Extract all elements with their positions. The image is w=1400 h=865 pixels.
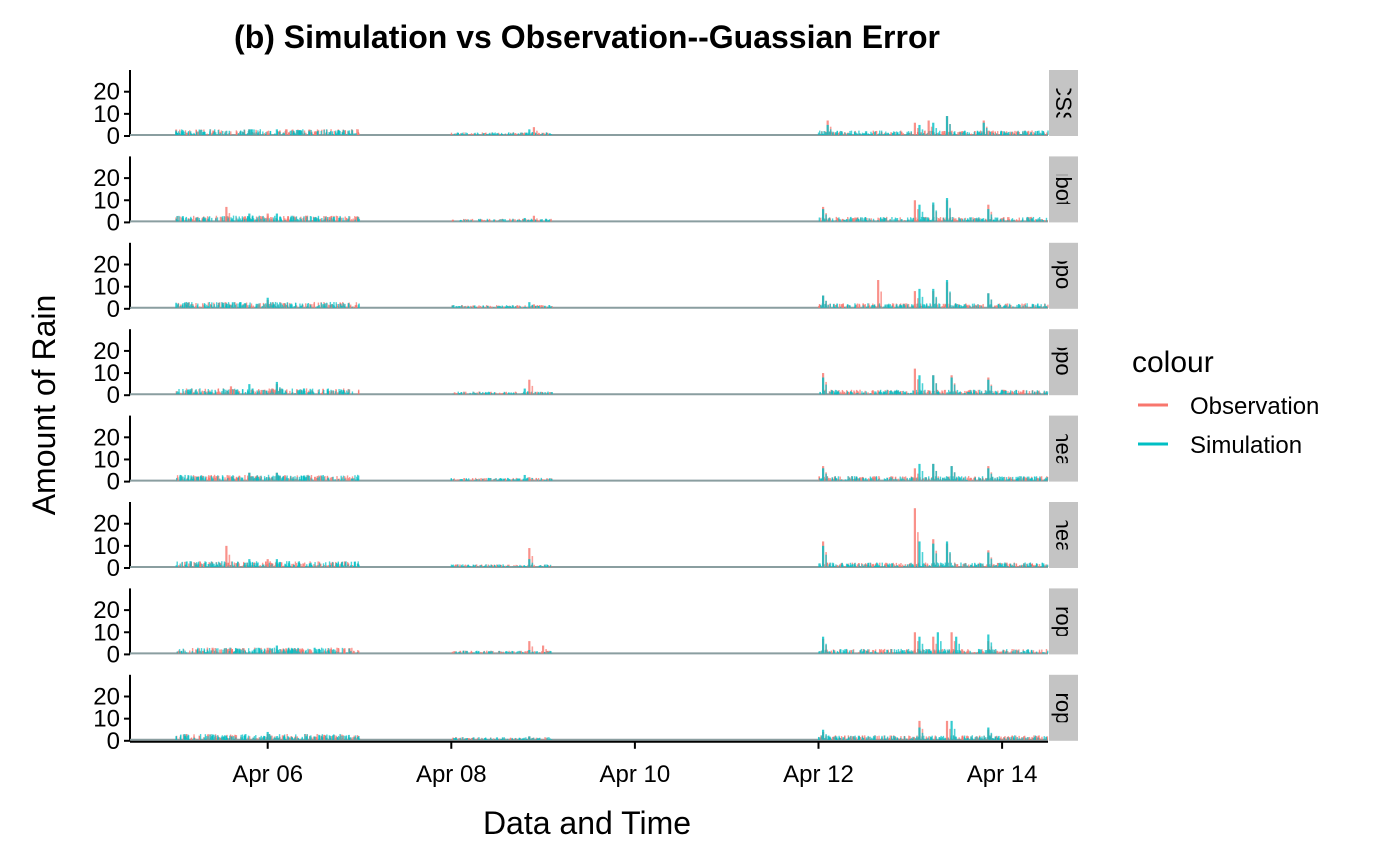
x-tick-label: Apr 12 [783,761,854,788]
x-tick-label: Apr 06 [232,761,303,788]
facet-strip [1049,502,1078,568]
y-tick-label: 10 [93,619,120,646]
y-tick-label: 0 [107,469,120,496]
x-tick-label: Apr 08 [416,761,487,788]
simulation-drizzle [175,474,1048,481]
facet-strip [1049,415,1078,482]
simulation-drizzle [175,561,1049,567]
facet-strip [1049,329,1078,396]
y-tick-label: 0 [107,641,120,668]
facet-strip [1049,588,1078,655]
y-tick-label: 20 [93,597,120,624]
y-tick-label: 20 [93,424,120,451]
y-tick-label: 10 [93,274,120,301]
facet-strip [1049,70,1078,136]
y-tick-label: 0 [107,728,120,755]
y-tick-label: 10 [93,706,120,733]
facet-strip-label: opoli [1051,339,1076,385]
facet-strip-label: CSS [1051,80,1076,125]
y-tick-label: 0 [107,555,120,582]
x-axis-title: Data and Time [483,805,691,841]
y-tick-label: 20 [93,511,120,538]
y-tick-label: 0 [107,382,120,409]
x-tick-label: Apr 14 [967,761,1038,788]
y-tick-label: 10 [93,360,120,387]
facet-strip-label: theat [1051,424,1076,473]
y-tick-label: 0 [107,209,120,236]
x-axis: Apr 06 Apr 08 Apr 10 Apr 12 Apr 14 [130,740,1048,788]
facet-strip [1049,674,1078,741]
facet-strip [1049,156,1078,223]
y-tick-label: 20 [93,252,120,279]
facet-strip-label: nropc [1051,680,1076,735]
facet-strip-label: theat [1051,511,1076,560]
simulation-drizzle [175,215,1048,222]
y-tick-label: 0 [107,123,120,150]
legend-label: Observation [1190,393,1319,420]
y-axis-title: Amount of Rain [26,295,62,516]
y-tick-label: 20 [93,165,120,192]
legend-title: colour [1132,346,1214,379]
y-tick-label: 10 [93,187,120,214]
y-tick-label: 20 [93,79,120,106]
facet-strip-label: opoli [1051,253,1076,299]
legend: colour Observation Simulation [1132,346,1319,459]
y-tick-label: 20 [93,338,120,365]
y-tick-label: 10 [93,446,120,473]
simulation-drizzle [175,301,1048,308]
facet-strip-label: nropc [1051,594,1076,649]
x-tick-label: Apr 10 [600,761,671,788]
legend-label: Simulation [1190,432,1302,459]
facet-strip-label: ubotr [1051,164,1076,214]
chart-title: (b) Simulation vs Observation--Guassian … [234,19,940,55]
y-tick-label: 10 [93,533,120,560]
y-tick-label: 20 [93,684,120,711]
facet-strip [1049,242,1078,309]
y-tick-label: 10 [93,101,120,128]
y-tick-label: 0 [107,296,120,323]
